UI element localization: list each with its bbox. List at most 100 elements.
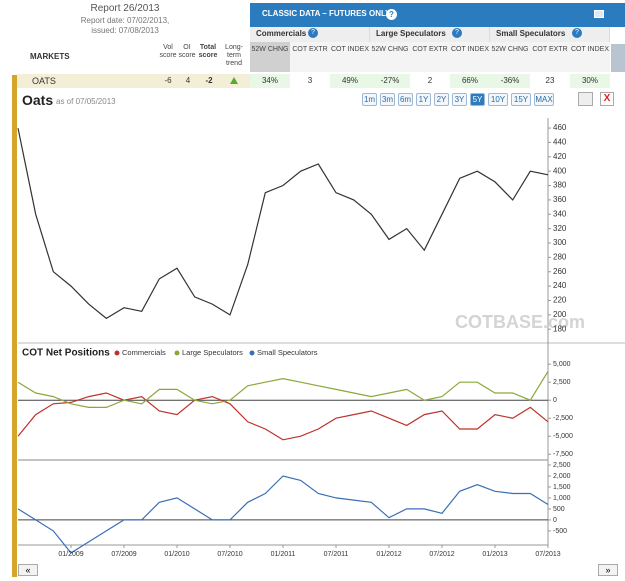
report-date: Report date: 07/02/2013,	[80, 16, 170, 25]
print-button[interactable]	[578, 92, 593, 106]
market-name[interactable]: OATS	[32, 76, 56, 86]
sub-header[interactable]: COT INDEX	[330, 42, 370, 72]
chart-subtitle: as of 07/05/2013	[56, 97, 116, 106]
y-tick-label: -2,500	[553, 415, 573, 422]
y-tick-label: 2,500	[553, 379, 571, 386]
sub-header[interactable]: 52W CHNG	[250, 42, 290, 72]
y-tick-label: 1,500	[553, 484, 571, 491]
sort-arrow[interactable]	[611, 44, 625, 72]
report-title: Report 26/2013	[90, 3, 160, 14]
y-tick-label: 260	[553, 267, 567, 276]
x-tick-label: 07/2012	[429, 551, 454, 558]
y-tick-label: 0	[553, 397, 557, 404]
x-tick-label: 07/2009	[111, 551, 136, 558]
help-icon[interactable]: ?	[386, 9, 397, 20]
x-tick-label: 07/2011	[324, 551, 349, 558]
score: -2	[205, 76, 213, 85]
legend-label: Small Speculators	[257, 348, 318, 357]
cell: 49%	[330, 74, 370, 88]
legend-label: Large Speculators	[182, 348, 243, 357]
y-tick-label: -500	[553, 528, 567, 535]
y-tick-label: 440	[553, 138, 567, 147]
range-button[interactable]: 6m	[398, 93, 413, 106]
y-tick-label: 240	[553, 281, 567, 290]
legend-marker	[174, 350, 180, 356]
sub-header[interactable]: 52W CHNG	[490, 42, 530, 72]
row-bg	[17, 74, 250, 88]
print-icon[interactable]	[594, 10, 604, 18]
range-button[interactable]: 10Y	[488, 93, 508, 106]
y-tick-label: 2,000	[553, 473, 571, 480]
nav-next[interactable]: »	[598, 564, 618, 576]
legend-label: Commercials	[122, 348, 166, 357]
y-tick-label: 400	[553, 166, 567, 175]
cell: -36%	[490, 74, 530, 88]
close-button[interactable]: X	[600, 92, 614, 106]
cell: 23	[530, 74, 570, 88]
help-icon[interactable]: ?	[308, 28, 318, 38]
range-button[interactable]: 15Y	[511, 93, 531, 106]
y-tick-label: 180	[553, 324, 567, 333]
y-tick-label: 5,000	[553, 361, 571, 368]
y-tick-label: -5,000	[553, 433, 573, 440]
help-icon[interactable]: ?	[572, 28, 582, 38]
header-bar	[250, 3, 625, 27]
cell: 2	[410, 74, 450, 88]
header-title: CLASSIC DATA – FUTURES ONLY	[262, 9, 391, 18]
group-name: Large Speculators	[376, 29, 446, 38]
y-tick-label: 340	[553, 209, 567, 218]
y-tick-label: 2,500	[553, 462, 571, 469]
nav-prev[interactable]: «	[18, 564, 38, 576]
legend-marker	[114, 350, 120, 356]
x-tick-label: 01/2011	[271, 551, 296, 558]
cell: 34%	[250, 74, 290, 88]
cell: 30%	[570, 74, 610, 88]
range-button[interactable]: 1Y	[416, 93, 431, 106]
y-tick-label: 380	[553, 181, 567, 190]
x-tick-label: 07/2013	[535, 551, 560, 558]
y-tick-label: 500	[553, 506, 565, 513]
help-icon[interactable]: ?	[452, 28, 462, 38]
sub-header[interactable]: COT INDEX	[450, 42, 490, 72]
range-button[interactable]: 1m	[362, 93, 377, 106]
range-button[interactable]: 3Y	[452, 93, 467, 106]
column-header: Long-term trend	[225, 44, 243, 67]
y-tick-label: 280	[553, 252, 567, 261]
y-tick-label: 200	[553, 310, 567, 319]
sub-header[interactable]: COT EXTR	[410, 42, 450, 72]
column-header: Total score	[198, 44, 218, 59]
range-button[interactable]: 2Y	[434, 93, 449, 106]
x-tick-label: 01/2009	[58, 551, 83, 558]
range-button[interactable]: MAX	[534, 93, 554, 106]
sub-header[interactable]: COT EXTR	[290, 42, 330, 72]
sub-header[interactable]: COT EXTR	[530, 42, 570, 72]
y-tick-label: 0	[553, 517, 557, 524]
group-name: Small Speculators	[496, 29, 566, 38]
column-header: OI score	[178, 44, 196, 59]
trend-arrow	[230, 77, 238, 84]
y-tick-label: 460	[553, 123, 567, 132]
series-line	[17, 475, 549, 554]
y-tick-label: 420	[553, 152, 567, 161]
group-name: Commercials	[256, 29, 307, 38]
range-button[interactable]: 3m	[380, 93, 395, 106]
series-line	[17, 392, 549, 441]
x-tick-label: 01/2013	[482, 551, 507, 558]
cot-title: COT Net Positions	[22, 348, 110, 359]
cell: 3	[290, 74, 330, 88]
column-header: Vol score	[159, 44, 177, 59]
y-tick-label: -7,500	[553, 451, 573, 458]
sub-header[interactable]: 52W CHNG	[370, 42, 410, 72]
legend-marker	[249, 350, 255, 356]
x-tick-label: 01/2010	[164, 551, 189, 558]
report-issued: issued: 07/08/2013	[91, 26, 159, 35]
series-line	[17, 371, 549, 408]
range-button[interactable]: 5Y	[470, 93, 485, 106]
watermark: COTBASE.com	[455, 312, 585, 332]
y-tick-label: 300	[553, 238, 567, 247]
column-header: MARKETS	[30, 52, 70, 61]
series-line	[17, 127, 549, 320]
sub-header[interactable]: COT INDEX	[570, 42, 610, 72]
